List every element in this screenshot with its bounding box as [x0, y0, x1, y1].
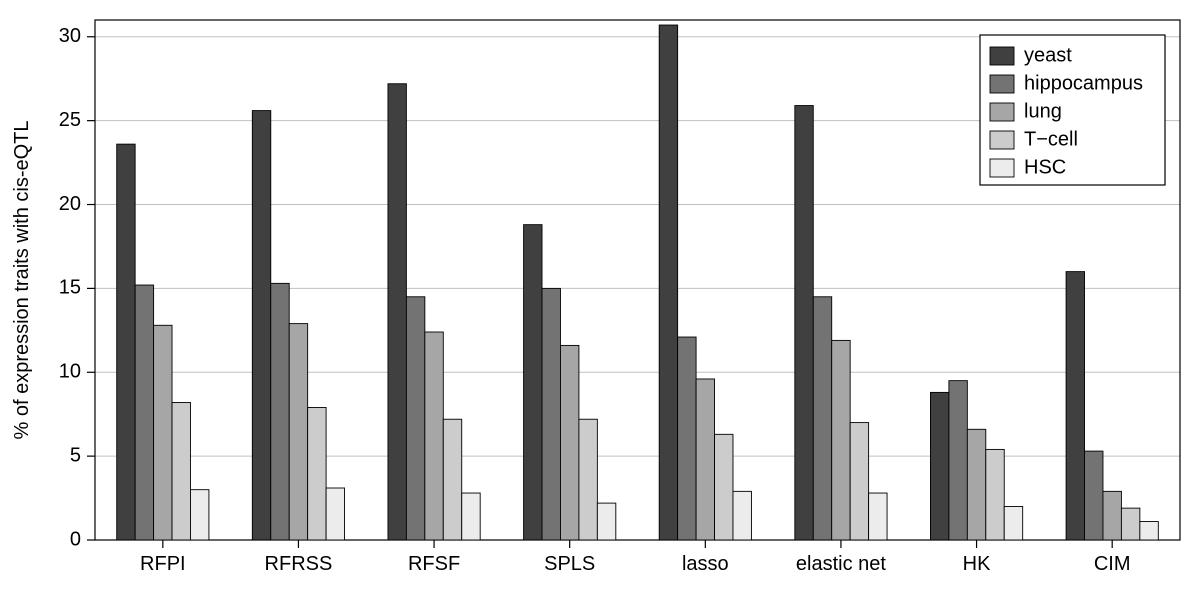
category-label: elastic net: [796, 553, 886, 575]
bar: [930, 392, 948, 540]
legend-swatch: [990, 159, 1014, 177]
bar: [443, 419, 461, 540]
legend-label: T−cell: [1024, 128, 1078, 150]
bar: [172, 402, 190, 540]
bar: [715, 434, 733, 540]
legend-swatch: [990, 103, 1014, 121]
bar: [1121, 508, 1139, 540]
bar: [1085, 451, 1103, 540]
bar: [579, 419, 597, 540]
bar: [1103, 491, 1121, 540]
category-label: RFSF: [408, 553, 460, 575]
ytick-label: 15: [59, 277, 81, 299]
bar-chart: 0 5 10 15 20 25 30 RFPI RFRSS RFSF SPLS lasso elasti…: [0, 0, 1200, 600]
bar: [678, 337, 696, 540]
ytick-label: 5: [70, 444, 81, 466]
bar: [986, 449, 1004, 540]
ytick-label: 30: [59, 25, 81, 47]
ytick-label: 25: [59, 109, 81, 131]
legend-swatch: [990, 47, 1014, 65]
category-label: CIM: [1094, 553, 1131, 575]
y-axis-label: % of expression traits with cis-eQTL: [11, 121, 33, 440]
bar: [597, 503, 615, 540]
bar: [813, 297, 831, 540]
bar: [135, 285, 153, 540]
bar: [733, 491, 751, 540]
category-label: lasso: [682, 553, 729, 575]
bar: [832, 340, 850, 540]
ytick-label: 0: [70, 528, 81, 550]
bar: [696, 379, 714, 540]
legend-label: HSC: [1024, 156, 1066, 178]
category-label: SPLS: [544, 553, 595, 575]
bar: [949, 381, 967, 540]
bar: [869, 493, 887, 540]
bar: [1140, 522, 1158, 540]
category-label: RFRSS: [265, 553, 333, 575]
bar: [524, 225, 542, 540]
legend-swatch: [990, 75, 1014, 93]
bar: [967, 429, 985, 540]
bar: [462, 493, 480, 540]
bar: [659, 25, 677, 540]
bar: [795, 106, 813, 540]
bar: [252, 111, 270, 540]
bar: [850, 423, 868, 540]
bar: [425, 332, 443, 540]
bar: [308, 407, 326, 540]
bar: [117, 144, 135, 540]
bar: [1066, 272, 1084, 540]
bar: [560, 345, 578, 540]
category-label: RFPI: [140, 553, 186, 575]
bar: [542, 288, 560, 540]
bar: [190, 490, 208, 540]
legend-label: yeast: [1024, 44, 1072, 66]
ytick-label: 10: [59, 361, 81, 383]
legend-swatch: [990, 131, 1014, 149]
bar: [388, 84, 406, 540]
bar: [289, 324, 307, 540]
bar: [271, 283, 289, 540]
bar: [1004, 506, 1022, 540]
legend-label: lung: [1024, 100, 1062, 122]
bar: [406, 297, 424, 540]
legend-label: hippocampus: [1024, 72, 1143, 94]
category-label: HK: [963, 553, 991, 575]
ytick-label: 20: [59, 193, 81, 215]
bar: [154, 325, 172, 540]
bar: [326, 488, 344, 540]
